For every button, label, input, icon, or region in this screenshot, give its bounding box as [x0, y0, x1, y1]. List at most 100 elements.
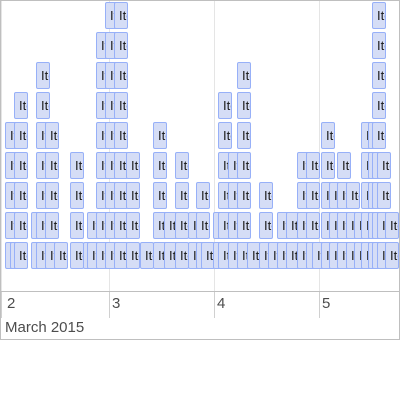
timeline-item[interactable]: Item: [196, 182, 210, 209]
timeline-item[interactable]: Item: [70, 242, 84, 269]
timeline-item[interactable]: Item: [259, 182, 273, 209]
timeline-item[interactable]: Item: [153, 122, 167, 149]
timeline-item[interactable]: Item: [36, 92, 50, 119]
timeline-item-label: Item: [75, 218, 83, 233]
axis-tick: [319, 292, 320, 318]
timeline-item-label: Item: [291, 248, 299, 263]
grid-line: [214, 1, 215, 291]
timeline-item[interactable]: Item: [36, 62, 50, 89]
timeline-item[interactable]: Item: [237, 182, 251, 209]
timeline-item[interactable]: Item: [259, 212, 273, 239]
timeline-item[interactable]: Item: [175, 242, 189, 269]
timeline-item[interactable]: Item: [372, 92, 386, 119]
timeline-item[interactable]: Item: [218, 122, 232, 149]
timeline-item-label: Item: [242, 98, 250, 113]
timeline-item[interactable]: Item: [126, 182, 140, 209]
timeline-item[interactable]: Item: [114, 92, 128, 119]
timeline-item-label: Item: [382, 188, 390, 203]
timeline-item[interactable]: Item: [153, 152, 167, 179]
timeline-item[interactable]: Item: [372, 122, 386, 149]
timeline-item-label: Item: [311, 218, 319, 233]
timeline-item[interactable]: Item: [385, 212, 399, 239]
timeline-item[interactable]: Item: [346, 182, 360, 209]
timeline-item-label: Item: [180, 218, 188, 233]
timeline-item[interactable]: Item: [114, 2, 128, 29]
timeline-item[interactable]: Item: [45, 212, 59, 239]
timeline-item-label: Item: [390, 248, 398, 263]
timeline-item-label: Item: [377, 68, 385, 83]
timeline-item-label: Item: [377, 38, 385, 53]
axis-tick: [214, 292, 215, 318]
timeline-item[interactable]: Item: [377, 152, 391, 179]
timeline-item[interactable]: Item: [140, 242, 154, 269]
timeline-item[interactable]: Item: [175, 212, 189, 239]
timeline-items-area[interactable]: Item Item Item Item Item Item Item Item Item Item…: [1, 1, 399, 291]
timeline-item[interactable]: Item: [14, 182, 28, 209]
timeline-item[interactable]: Item: [306, 152, 320, 179]
timeline-item[interactable]: Item: [385, 242, 399, 269]
timeline-item[interactable]: Item: [45, 182, 59, 209]
timeline-item-label: Item: [291, 218, 299, 233]
timeline-item[interactable]: Item: [372, 32, 386, 59]
timeline-item[interactable]: Item: [126, 242, 140, 269]
timeline-item[interactable]: Item: [175, 182, 189, 209]
timeline-item[interactable]: Item: [237, 152, 251, 179]
timeline-item[interactable]: Item: [70, 152, 84, 179]
timeline-item[interactable]: Item: [114, 32, 128, 59]
axis-label-day-5: 5: [322, 295, 331, 312]
timeline-item[interactable]: Item: [237, 212, 251, 239]
timeline-item[interactable]: Item: [306, 182, 320, 209]
timeline-item[interactable]: Item: [237, 92, 251, 119]
timeline-item[interactable]: Item: [175, 152, 189, 179]
timeline-item-label: Item: [252, 248, 260, 263]
timeline-item[interactable]: Item: [45, 122, 59, 149]
timeline-item[interactable]: Item: [14, 122, 28, 149]
timeline-item[interactable]: Item: [237, 62, 251, 89]
timeline-item[interactable]: Item: [377, 182, 391, 209]
timeline-item[interactable]: Item: [54, 242, 68, 269]
timeline-item-label: Item: [351, 188, 359, 203]
timeline-item[interactable]: Item: [14, 212, 28, 239]
timeline-item-label: Item: [264, 188, 272, 203]
timeline-item[interactable]: Item: [372, 2, 386, 29]
timeline-item[interactable]: Item: [70, 182, 84, 209]
timeline-item-label: Item: [180, 248, 188, 263]
timeline-item-label: Item: [169, 218, 177, 233]
timeline-item[interactable]: Item: [14, 92, 28, 119]
timeline-item-label: Item: [158, 218, 166, 233]
timeline-item[interactable]: Item: [14, 152, 28, 179]
timeline-item[interactable]: Item: [14, 242, 28, 269]
axis-label-day-3: 3: [112, 295, 121, 312]
timeline-item[interactable]: Item: [126, 212, 140, 239]
timeline-item-label: Item: [180, 188, 188, 203]
timeline-item-label: Item: [19, 128, 27, 143]
timeline-item-label: Item: [158, 158, 166, 173]
timeline-item[interactable]: Item: [45, 152, 59, 179]
timeline-item-label: Item: [19, 188, 27, 203]
timeline-item-label: Item: [41, 98, 49, 113]
timeline-item-label: Item: [119, 248, 127, 263]
timeline-item-label: Item: [390, 218, 398, 233]
timeline-item-label: Item: [19, 218, 27, 233]
timeline-item-label: Item: [242, 68, 250, 83]
axis-label-day-4: 4: [217, 295, 226, 312]
timeline-item[interactable]: Item: [218, 92, 232, 119]
timeline-item[interactable]: Item: [306, 212, 320, 239]
timeline-item[interactable]: Item: [237, 122, 251, 149]
timeline-item[interactable]: Item: [114, 62, 128, 89]
timeline-item[interactable]: Item: [70, 212, 84, 239]
timeline-item[interactable]: Item: [337, 152, 351, 179]
timeline-item-label: Item: [119, 8, 127, 23]
timeline-item-label: Item: [377, 128, 385, 143]
timeline[interactable]: Item Item Item Item Item Item Item Item Item Item…: [0, 0, 400, 340]
timeline-item[interactable]: Item: [153, 182, 167, 209]
timeline-item[interactable]: Item: [321, 152, 335, 179]
timeline-item-label: Item: [377, 8, 385, 23]
timeline-item[interactable]: Item: [321, 122, 335, 149]
timeline-item-label: Item: [131, 248, 139, 263]
timeline-item[interactable]: Item: [126, 152, 140, 179]
grid-line: [1, 1, 2, 291]
timeline-item[interactable]: Item: [114, 122, 128, 149]
timeline-item[interactable]: Item: [196, 212, 210, 239]
timeline-item[interactable]: Item: [372, 62, 386, 89]
